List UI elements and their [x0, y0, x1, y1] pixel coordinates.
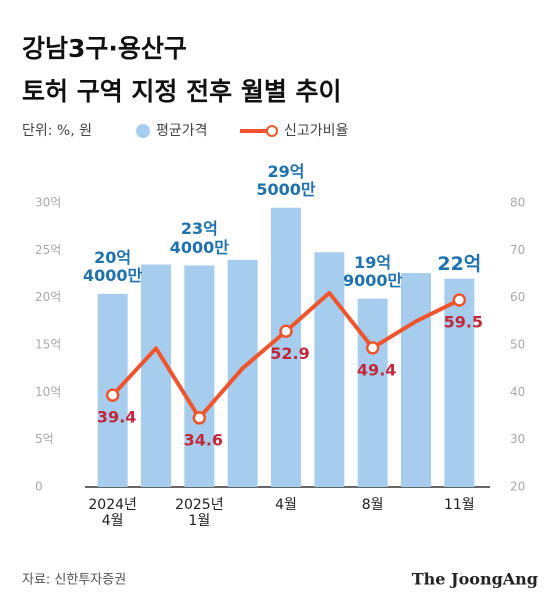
- y-tick-label: 20억: [35, 290, 61, 304]
- bar: [271, 207, 301, 487]
- bar: [401, 273, 431, 487]
- legend-swatch: [136, 124, 150, 138]
- bar: [314, 252, 345, 487]
- line-value-label: 39.4: [97, 408, 136, 427]
- legend-label: 평균가격: [156, 123, 208, 139]
- y-tick-label: 25억: [35, 243, 61, 257]
- bar-value-label: 20억 4000만: [83, 247, 143, 286]
- bar-value-label: 22억: [437, 253, 482, 276]
- source: 자료: 신한투자증권: [22, 573, 126, 588]
- y2-tick-label: 70: [510, 243, 525, 257]
- line-marker: [192, 411, 207, 425]
- y-tick-label: 15억: [35, 338, 61, 352]
- y2-tick-label: 40: [510, 385, 525, 399]
- brand: The JoongAng: [412, 570, 538, 589]
- y-tick-label: 0: [35, 480, 43, 494]
- x-tick-label: 2025년 1월: [175, 497, 224, 530]
- chart-title: 강남3구·용산구: [22, 34, 187, 63]
- bar: [357, 298, 388, 487]
- line-marker: [105, 388, 120, 402]
- y2-tick-label: 80: [510, 196, 525, 210]
- x-tick-label: 11월: [443, 497, 475, 513]
- x-tick-label: 2024년 4월: [88, 497, 137, 530]
- y2-tick-label: 30: [510, 432, 525, 446]
- bar-value-label: 23억 4000만: [169, 219, 229, 257]
- y2-tick-label: 60: [510, 290, 525, 304]
- y2-tick-label: 50: [510, 338, 525, 352]
- bar-value-label: 19억 9000만: [343, 252, 403, 290]
- x-tick-label: 4월: [275, 497, 297, 513]
- line-value-label: 52.9: [270, 344, 309, 363]
- line-marker: [452, 293, 467, 307]
- y-tick-label: 30억: [35, 196, 61, 210]
- bar: [141, 264, 171, 487]
- y-tick-label: 5억: [35, 432, 54, 446]
- unit-note: 단위: %, 원: [22, 123, 92, 139]
- x-tick-label: 8월: [361, 497, 384, 513]
- line-marker: [365, 341, 380, 355]
- legend-swatch: [266, 125, 278, 137]
- chart-title: 토허 구역 지정 전후 월별 추이: [22, 77, 342, 106]
- bar-value-label: 29억 5000만: [256, 161, 316, 200]
- y-tick-label: 10억: [35, 385, 61, 399]
- bar: [227, 259, 258, 487]
- legend-label: 신고가비율: [284, 123, 349, 139]
- bar: [184, 265, 215, 487]
- line-value-label: 59.5: [444, 313, 483, 332]
- line-marker: [279, 324, 293, 339]
- bar: [444, 278, 475, 487]
- y2-tick-label: 20: [510, 480, 525, 494]
- line-value-label: 34.6: [184, 430, 223, 449]
- line-value-label: 49.4: [357, 360, 396, 379]
